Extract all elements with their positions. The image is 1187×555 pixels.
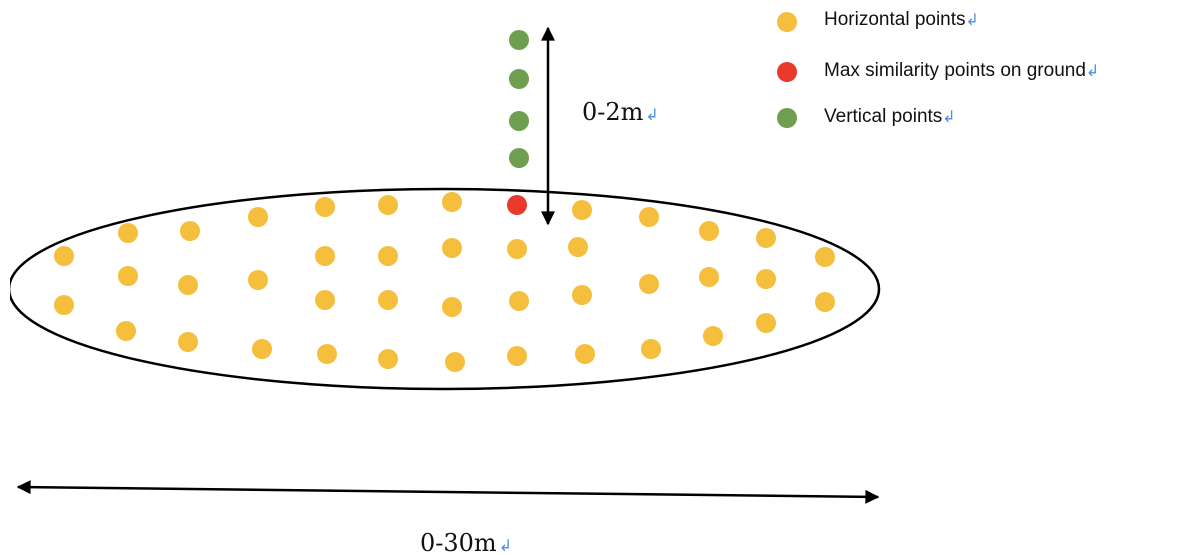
legend-label-vertical: Vertical points↲ [824, 106, 956, 127]
horizontal-point [378, 290, 398, 310]
horizontal-point [756, 269, 776, 289]
horizontal-point [699, 267, 719, 287]
horizontal-point [54, 246, 74, 266]
legend-label-max-similarity: Max similarity points on ground↲ [824, 60, 1099, 81]
horizontal-point [317, 344, 337, 364]
horizontal-point [641, 339, 661, 359]
horizontal-point [639, 274, 659, 294]
horizontal-point [568, 237, 588, 257]
legend-item-max-similarity: Max similarity points on ground↲ [777, 60, 1099, 82]
horizontal-point [116, 321, 136, 341]
horizontal-point [118, 266, 138, 286]
horizontal-point [248, 207, 268, 227]
horizontal-point [178, 275, 198, 295]
horizontal-point [575, 344, 595, 364]
vertical-point [509, 69, 529, 89]
horizontal-point [248, 270, 268, 290]
ellipse-left-cut [0, 230, 10, 350]
vertical-point [509, 30, 529, 50]
vertical-dimension-label: 0-2m ↲ [582, 98, 659, 126]
horizontal-point [180, 221, 200, 241]
horizontal-dimension-label: 0-30m ↲ [420, 529, 512, 555]
horizontal-point [509, 291, 529, 311]
legend-swatch-horizontal [777, 12, 797, 32]
ground-ellipse [7, 187, 881, 391]
max-similarity-point [507, 195, 527, 215]
horizontal-point [54, 295, 74, 315]
horizontal-point [507, 239, 527, 259]
horizontal-point [252, 339, 272, 359]
horizontal-point [442, 192, 462, 212]
horizontal-point [378, 246, 398, 266]
horizontal-point [572, 285, 592, 305]
legend: Horizontal points↲ Max similarity points… [777, 9, 1099, 128]
horizontal-point [378, 349, 398, 369]
legend-swatch-max-similarity [777, 62, 797, 82]
horizontal-point [315, 197, 335, 217]
horizontal-point [756, 313, 776, 333]
horizontal-point [442, 238, 462, 258]
horizontal-point [507, 346, 527, 366]
vertical-point [509, 111, 529, 131]
horizontal-point [815, 292, 835, 312]
legend-label-horizontal: Horizontal points↲ [824, 9, 979, 30]
vertical-point [509, 148, 529, 168]
horizontal-point [756, 228, 776, 248]
legend-swatch-vertical [777, 108, 797, 128]
horizontal-point [178, 332, 198, 352]
horizontal-point [442, 297, 462, 317]
horizontal-point [639, 207, 659, 227]
vertical-points-group [509, 30, 529, 168]
legend-item-vertical: Vertical points↲ [777, 106, 956, 128]
horizontal-point [118, 223, 138, 243]
horizontal-point [315, 290, 335, 310]
horizontal-point [378, 195, 398, 215]
horizontal-point [699, 221, 719, 241]
horizontal-point [445, 352, 465, 372]
legend-item-horizontal: Horizontal points↲ [777, 9, 979, 32]
horizontal-point [703, 326, 723, 346]
horizontal-point [815, 247, 835, 267]
horizontal-points-group [54, 192, 835, 372]
horizontal-point [572, 200, 592, 220]
horizontal-dimension-arrow [16, 480, 880, 504]
horizontal-point [315, 246, 335, 266]
